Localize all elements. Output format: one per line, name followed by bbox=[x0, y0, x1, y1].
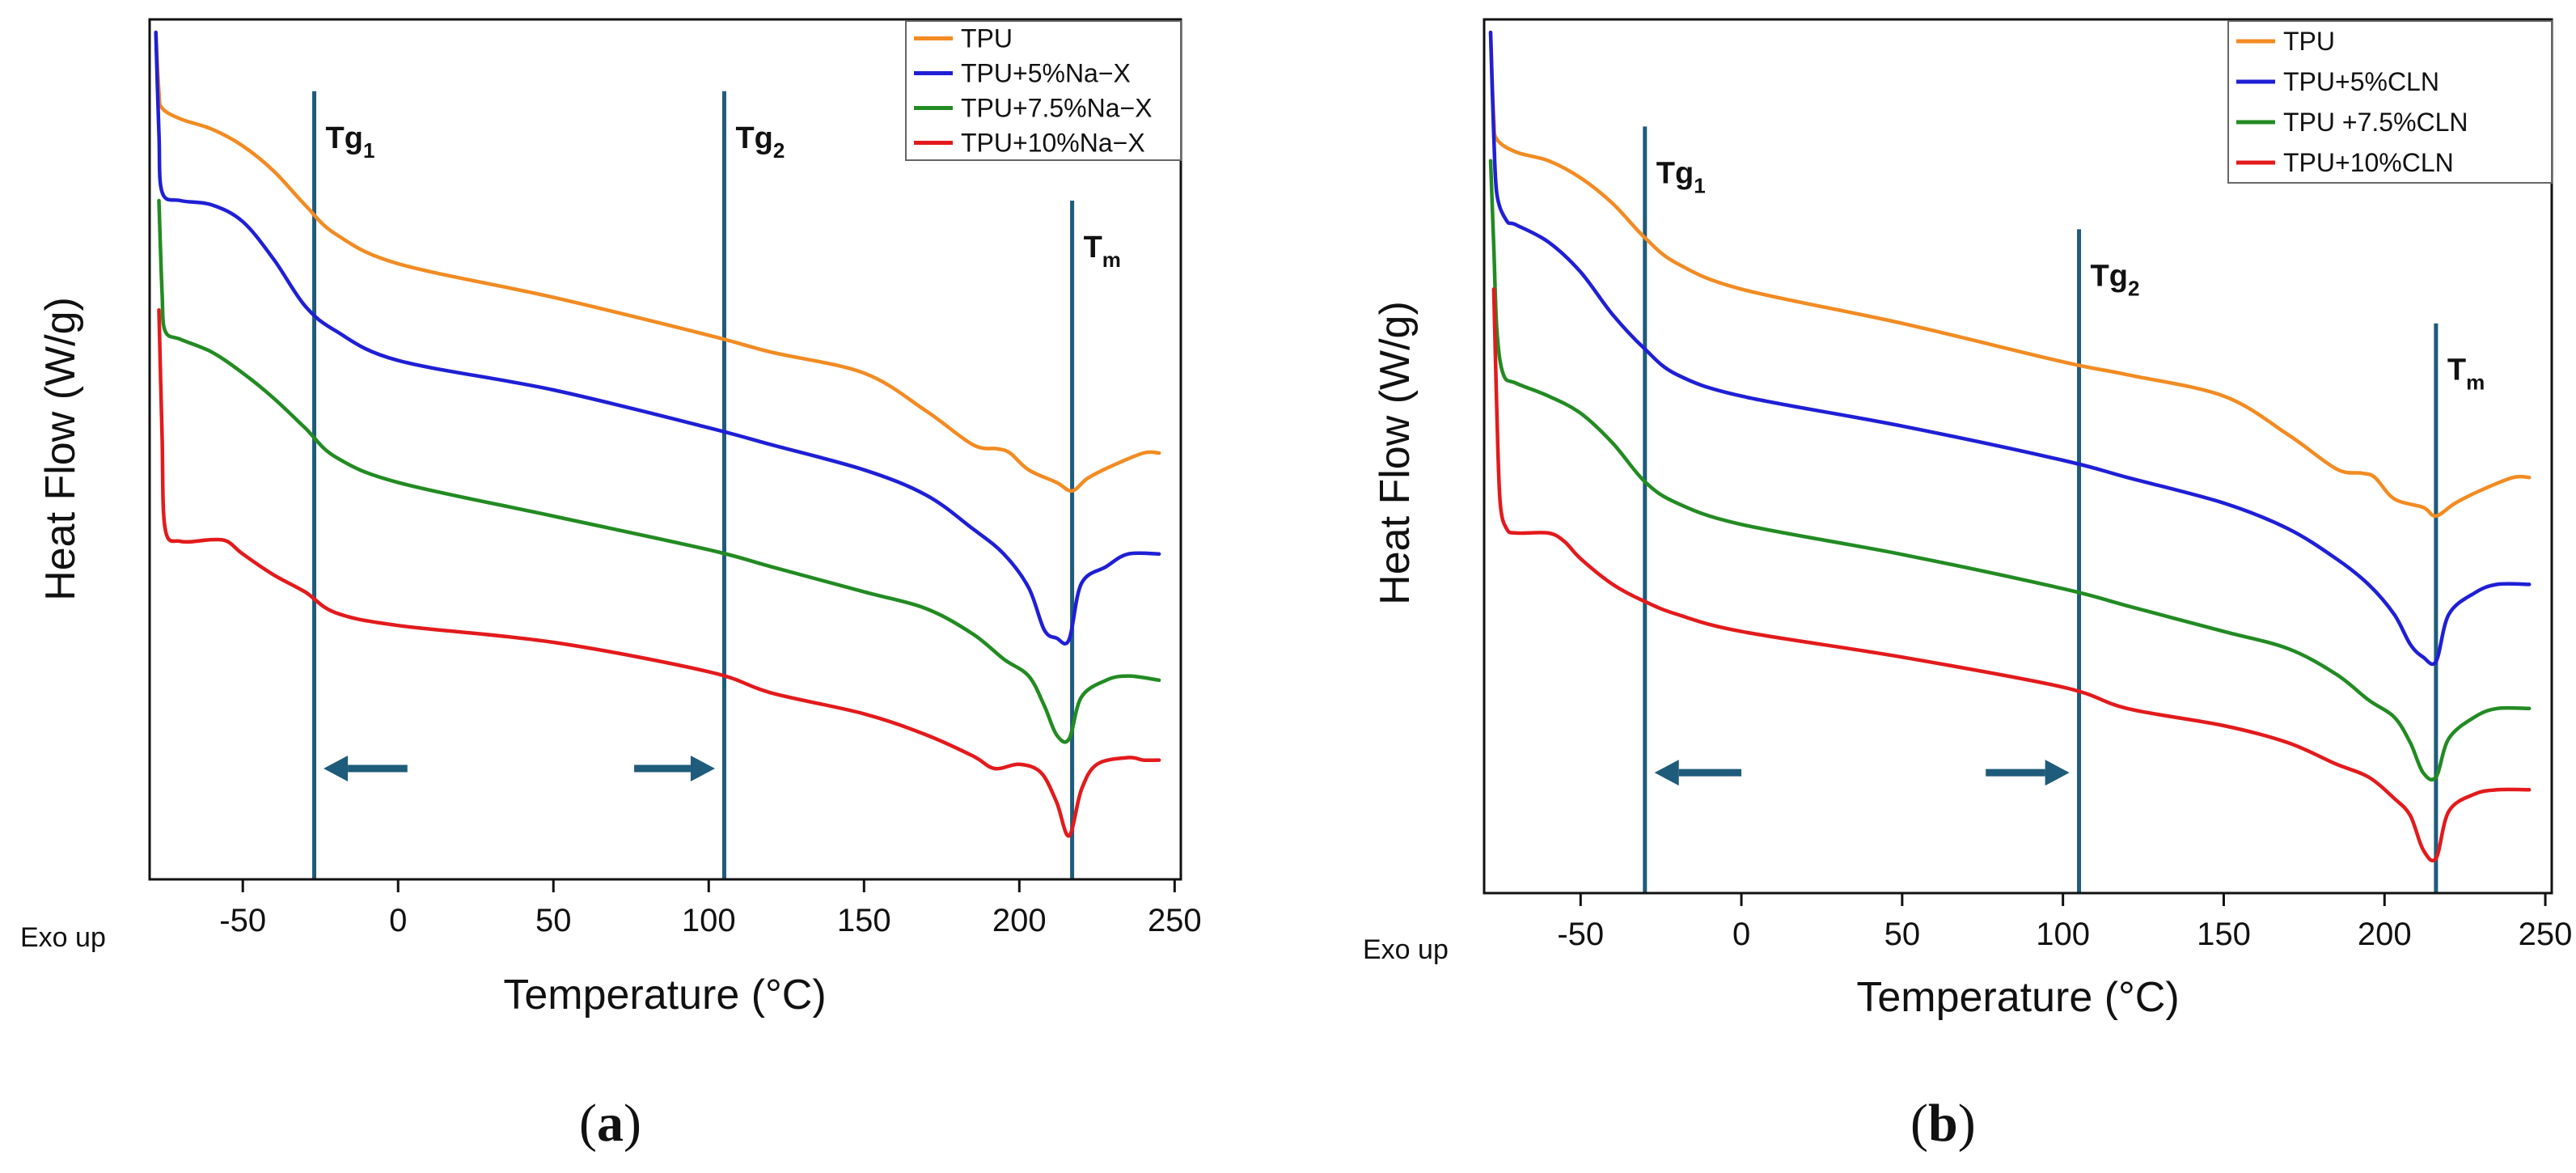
x-tick-label--50: -50 bbox=[1557, 917, 1604, 952]
series-line-1 bbox=[1488, 30, 2532, 519]
panel-b: Tg1 Tg2 Tm -50 0 50 100 150 200 250 TPU TPU+5%CLN… bbox=[1363, 18, 2572, 1153]
marker-label-tm: Tm bbox=[1084, 231, 1121, 272]
x-tick-label-150: 150 bbox=[2197, 917, 2251, 952]
plot-b-ticks: -50 0 50 100 150 200 250 bbox=[1557, 893, 2572, 952]
arrow-head-1 bbox=[1654, 760, 1679, 786]
caption-a: (a) bbox=[579, 1094, 641, 1153]
legend-entry-1: TPU bbox=[2283, 27, 2335, 56]
arrow-head-2 bbox=[690, 756, 715, 781]
series-line-3 bbox=[1488, 159, 2532, 781]
legend-box bbox=[2227, 20, 2553, 184]
x-tick-label-0: 0 bbox=[1732, 917, 1750, 952]
series-line-3 bbox=[157, 198, 1161, 744]
x-tick-label-250: 250 bbox=[2519, 917, 2573, 952]
legend-entry-2: TPU+5%CLN bbox=[2283, 67, 2439, 96]
plot-a-ticks: -50 0 50 100 150 200 250 bbox=[219, 879, 1202, 938]
caption-b: (b) bbox=[1910, 1094, 1976, 1153]
plot-a-marks: Tg1 Tg2 Tm bbox=[154, 30, 1161, 879]
exo-up-label-a: Exo up bbox=[20, 922, 106, 953]
x-tick-label-200: 200 bbox=[2358, 917, 2412, 952]
x-tick-label-0: 0 bbox=[389, 903, 407, 938]
marker-label-tg1: Tg1 bbox=[1656, 156, 1706, 197]
y-axis-label-a: Heat Flow (W/g) bbox=[37, 297, 84, 601]
x-tick-label-150: 150 bbox=[837, 903, 891, 938]
x-tick-label-200: 200 bbox=[992, 903, 1047, 938]
plot-a-frame bbox=[148, 18, 1182, 881]
legend-a: TPU TPU+5%Na−X TPU+7.5%Na−X TPU+10%Na−X bbox=[905, 20, 1182, 161]
arrow-head-2 bbox=[2045, 760, 2070, 786]
series-line-2 bbox=[154, 30, 1161, 646]
legend-entry-4: TPU+10%Na−X bbox=[961, 129, 1145, 158]
arrow-head-1 bbox=[324, 756, 349, 781]
x-tick-label-250: 250 bbox=[1148, 903, 1202, 938]
marker-label-tg2: Tg2 bbox=[735, 121, 785, 163]
x-tick-label-100: 100 bbox=[2036, 917, 2090, 952]
marker-label-tg1: Tg1 bbox=[326, 121, 375, 163]
y-axis-label-b: Heat Flow (W/g) bbox=[1372, 301, 1419, 605]
legend-entry-3: TPU+7.5%Na−X bbox=[961, 94, 1153, 123]
legend-entry-4: TPU+10%CLN bbox=[2283, 148, 2454, 177]
x-tick-label-50: 50 bbox=[1884, 917, 1921, 952]
exo-up-label-b: Exo up bbox=[1363, 934, 1449, 965]
legend-entry-3: TPU +7.5%CLN bbox=[2283, 108, 2468, 137]
marker-label-tg2: Tg2 bbox=[2091, 259, 2140, 300]
series-line-1 bbox=[154, 30, 1161, 493]
x-tick-label-100: 100 bbox=[682, 903, 736, 938]
marker-label-tm: Tm bbox=[2447, 354, 2485, 395]
legend-box bbox=[905, 20, 1182, 161]
legend-entry-2: TPU+5%Na−X bbox=[961, 59, 1131, 88]
x-tick-label-50: 50 bbox=[535, 903, 572, 938]
x-axis-label-a: Temperature (°C) bbox=[503, 972, 826, 1018]
series-line-4 bbox=[1491, 287, 2532, 863]
legend-entry-1: TPU bbox=[961, 24, 1013, 53]
legend-b: TPU TPU+5%CLN TPU +7.5%CLN TPU+10%CLN bbox=[2227, 20, 2553, 184]
x-tick-label--50: -50 bbox=[219, 903, 266, 938]
panel-a: Tg1 Tg2 Tm -50 0 50 100 150 200 250 TPU TPU+5%Na−… bbox=[20, 18, 1202, 1153]
plot-b-frame bbox=[1483, 18, 2553, 895]
series-line-4 bbox=[157, 307, 1161, 838]
x-axis-label-b: Temperature (°C) bbox=[1856, 974, 2179, 1021]
series-line-2 bbox=[1488, 30, 2532, 667]
